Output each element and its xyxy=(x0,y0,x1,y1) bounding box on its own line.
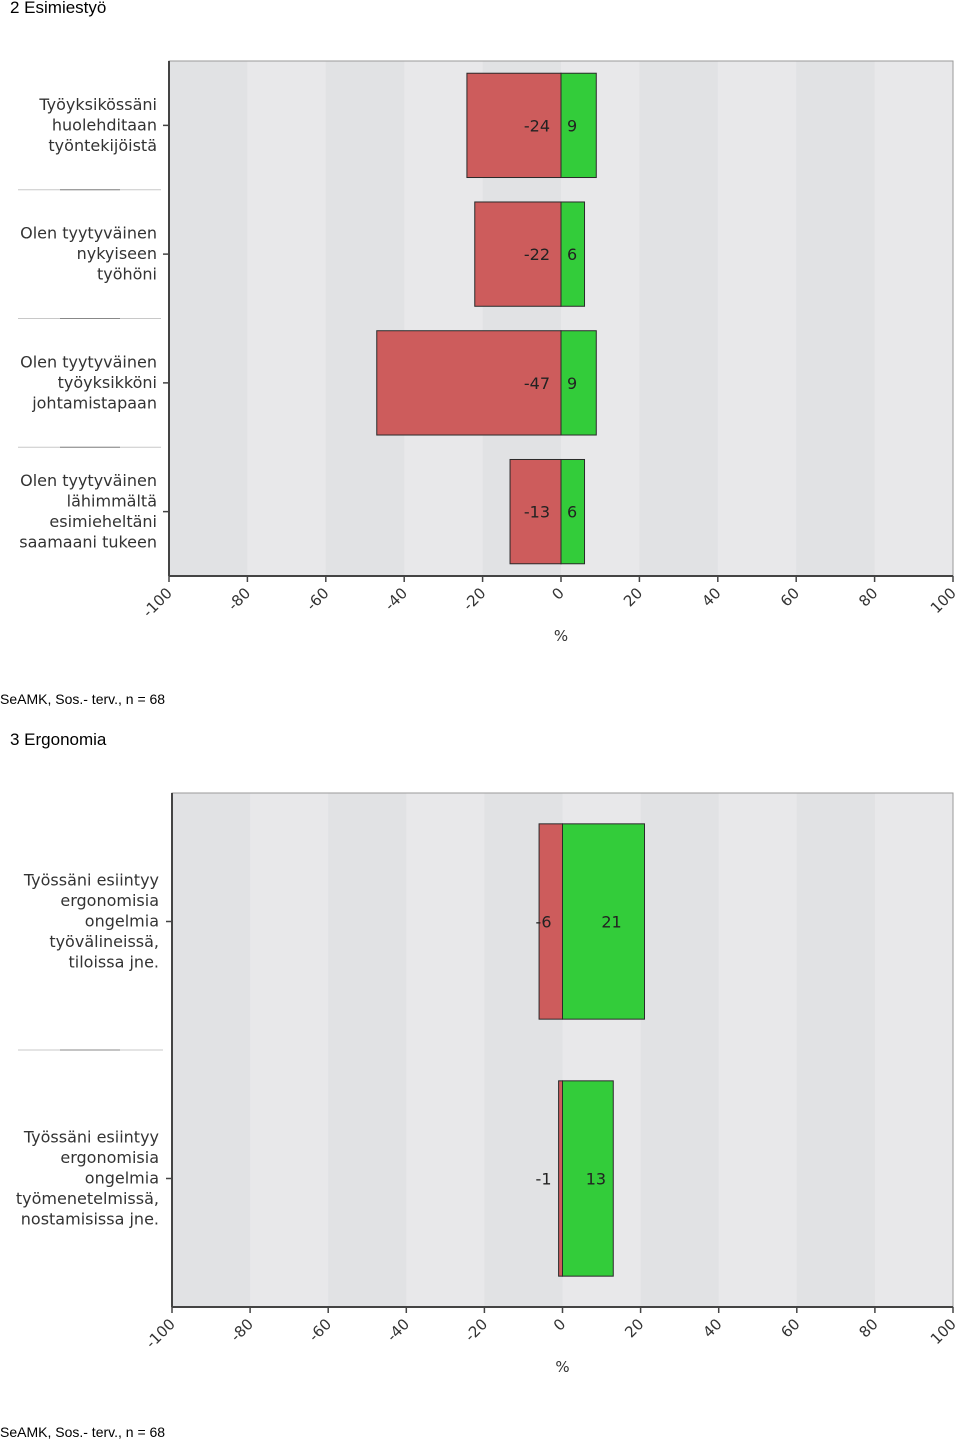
chart-footer-esimiestyo: SeAMK, Sos.- terv., n = 68 xyxy=(0,691,166,707)
bar-positive xyxy=(562,823,646,1020)
category-label: työhöni xyxy=(97,265,157,284)
category-label: johtamistapaan xyxy=(31,393,157,412)
x-tick-label: 0 xyxy=(550,1315,569,1334)
bar-positive xyxy=(560,201,586,307)
category-label: saamaani tukeen xyxy=(19,532,157,551)
category-label: Työssäni esiintyy xyxy=(23,1128,159,1147)
data-label-negative: -22 xyxy=(524,245,550,264)
x-tick-label: -60 xyxy=(303,584,333,614)
x-tick-label: -100 xyxy=(142,1315,179,1352)
category-label: ergonomisia xyxy=(60,891,159,910)
category-label: Olen tyytyväinen xyxy=(20,471,157,490)
x-tick-label: 60 xyxy=(777,1315,803,1341)
x-tick-label: -100 xyxy=(139,584,176,621)
data-label-negative: -1 xyxy=(536,1170,552,1189)
plot-band xyxy=(796,793,875,1307)
data-label-positive: 21 xyxy=(601,913,621,932)
data-label-negative: -24 xyxy=(524,116,550,135)
x-axis-label: % xyxy=(554,627,568,645)
category-label: työmenetelmissä, xyxy=(16,1189,159,1208)
bar-positive xyxy=(562,1080,614,1277)
bar-positive xyxy=(560,458,586,565)
data-label-positive: 13 xyxy=(586,1170,606,1189)
plot-band xyxy=(796,61,875,576)
category-label: esimieheltäni xyxy=(49,512,157,531)
x-tick-label: -60 xyxy=(305,1315,335,1345)
category-label: työvälineissä, xyxy=(49,932,159,951)
chart-footer-ergonomia: SeAMK, Sos.- terv., n = 68 xyxy=(0,1424,166,1440)
category-label: ongelmia xyxy=(85,912,159,931)
x-tick-label: -80 xyxy=(224,584,254,614)
category-label: huolehditaan xyxy=(52,115,157,134)
x-tick-label: -40 xyxy=(383,1315,413,1345)
category-label: nykyiseen xyxy=(77,244,157,263)
plot-band xyxy=(169,61,248,576)
plot-band xyxy=(325,61,405,576)
category-label: nostamisissa jne. xyxy=(21,1210,159,1229)
bar-negative xyxy=(376,330,562,436)
x-tick-label: 40 xyxy=(699,1315,725,1341)
bar-positive xyxy=(560,72,597,179)
category-label: tiloissa jne. xyxy=(69,953,159,972)
x-tick-label: 80 xyxy=(855,1315,881,1341)
x-tick-label: 80 xyxy=(855,584,881,610)
category-label: työyksikköni xyxy=(58,373,157,392)
x-tick-label: -20 xyxy=(461,1315,491,1345)
bar-positive xyxy=(560,330,597,436)
category-label: Työssäni esiintyy xyxy=(23,871,159,890)
section-title-esimiestyo: 2 Esimiestyö xyxy=(10,0,107,17)
bar-negative xyxy=(558,1080,563,1277)
plot-band xyxy=(328,793,407,1307)
data-label-positive: 6 xyxy=(567,245,577,264)
x-tick-label: 100 xyxy=(927,584,960,617)
x-axis-label: % xyxy=(555,1358,569,1376)
data-label-negative: -6 xyxy=(536,913,552,932)
plot-band xyxy=(639,61,718,576)
category-label: lähimmältä xyxy=(67,491,157,510)
category-label: työntekijöistä xyxy=(48,136,157,155)
x-tick-label: -80 xyxy=(227,1315,257,1345)
data-label-negative: -13 xyxy=(524,503,550,522)
data-label-positive: 9 xyxy=(567,116,577,135)
x-tick-label: -20 xyxy=(459,584,489,614)
category-label: Työyksikössäni xyxy=(38,95,157,114)
category-label: ergonomisia xyxy=(60,1148,159,1167)
x-tick-label: 100 xyxy=(927,1315,960,1348)
plot-band xyxy=(640,793,719,1307)
x-tick-label: -40 xyxy=(381,584,411,614)
data-label-negative: -47 xyxy=(524,374,550,393)
x-tick-label: 40 xyxy=(698,584,724,610)
category-label: Olen tyytyväinen xyxy=(20,352,157,371)
bar-negative xyxy=(474,201,562,307)
category-label: ongelmia xyxy=(85,1169,159,1188)
x-tick-label: 20 xyxy=(621,1315,647,1341)
plot-band xyxy=(172,793,251,1307)
chart-ergonomia: Työssäni esiintyyergonomisiaongelmiatyöv… xyxy=(16,792,960,1376)
data-label-positive: 6 xyxy=(567,503,577,522)
category-label: Olen tyytyväinen xyxy=(20,224,157,243)
x-tick-label: 20 xyxy=(620,584,646,610)
section-title-ergonomia: 3 Ergonomia xyxy=(10,730,107,749)
data-label-positive: 9 xyxy=(567,374,577,393)
x-tick-label: 0 xyxy=(548,584,567,603)
x-tick-label: 60 xyxy=(777,584,803,610)
